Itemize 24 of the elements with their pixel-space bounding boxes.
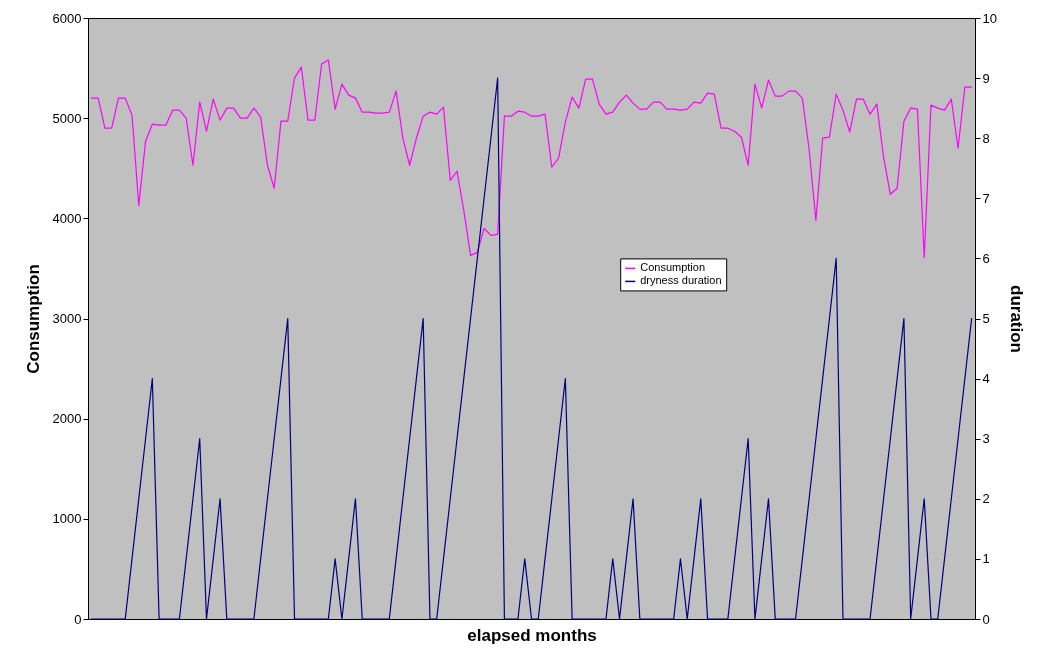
y-tick-label: 5000 [52, 110, 82, 126]
y2-tick-label: 3 [982, 431, 990, 447]
y2-tick-label: 9 [982, 70, 990, 86]
y-tick-label: 2000 [52, 411, 82, 427]
y2-tick-label: 6 [982, 250, 990, 266]
legend-label: Consumption [640, 261, 706, 274]
y-tick-label: 3000 [52, 311, 82, 326]
y-tick-label: 0 [74, 611, 82, 627]
y2-tick-label: 4 [982, 371, 990, 387]
y2-tick-label: 1 [982, 551, 990, 567]
y2-tick-label: 8 [982, 130, 990, 146]
y2-tick-label: 10 [982, 10, 997, 26]
y2-axis-title: duration [1006, 285, 1026, 353]
y-tick-label: 6000 [52, 10, 82, 26]
line-series [90, 59, 973, 258]
y-axis-title: Consumption [23, 264, 43, 374]
y2-tick-label: 5 [982, 311, 990, 326]
x-axis-title: elapsed months [467, 625, 597, 645]
y2-tick-label: 2 [982, 491, 990, 507]
legend-label: dryness duration [640, 274, 722, 287]
y2-tick-label: 0 [982, 611, 990, 627]
y-tick-label: 1000 [52, 511, 82, 527]
y2-tick-label: 7 [982, 190, 990, 206]
y-tick-label: 4000 [52, 210, 82, 226]
